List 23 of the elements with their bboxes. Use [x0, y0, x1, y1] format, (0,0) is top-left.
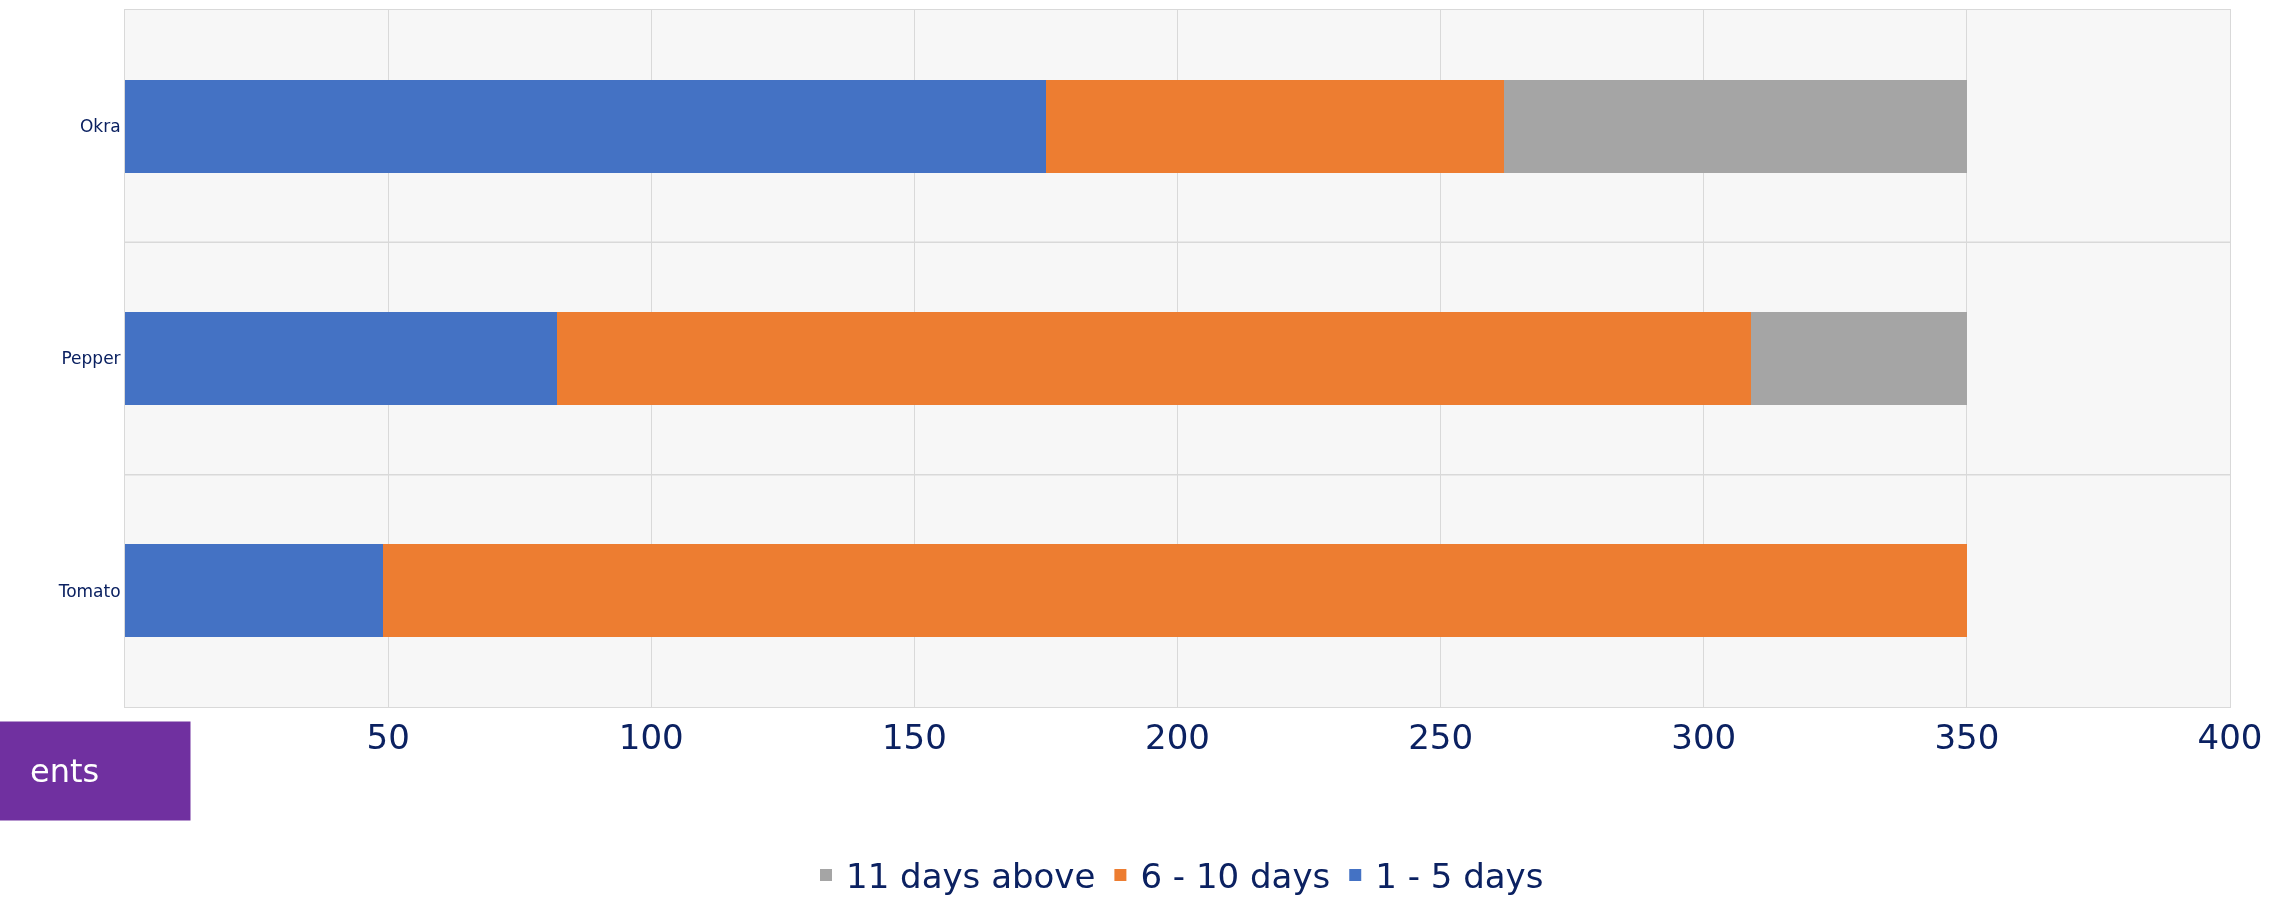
y-tick-label: Pepper — [61, 348, 121, 369]
y-tick-label: Okra — [79, 116, 121, 137]
x-tick-label: 150 — [881, 716, 947, 757]
text: ents — [30, 752, 100, 790]
bar — [1045, 79, 1504, 173]
legend-label: 1 - 5 days — [1375, 856, 1544, 897]
bar — [1751, 312, 1967, 405]
legend-label: 11 days above — [846, 856, 1096, 897]
bar — [125, 79, 1046, 173]
legend-label: 6 - 10 days — [1140, 856, 1331, 897]
bar — [125, 544, 383, 638]
x-tick-label: 350 — [1934, 716, 2000, 757]
x-tick-label: 400 — [2197, 716, 2263, 757]
x-tick-label: 200 — [1145, 716, 1210, 757]
y-tick-label: Tomato — [57, 580, 121, 601]
x-tick-label: 50 — [366, 716, 410, 757]
bar — [382, 544, 1967, 638]
x-tick-label: 250 — [1408, 716, 1474, 757]
x-tick-label: 300 — [1671, 716, 1737, 757]
x-tick-label: 100 — [618, 716, 684, 757]
bar — [556, 312, 1752, 405]
bar — [1503, 79, 1967, 173]
bar — [125, 312, 557, 405]
